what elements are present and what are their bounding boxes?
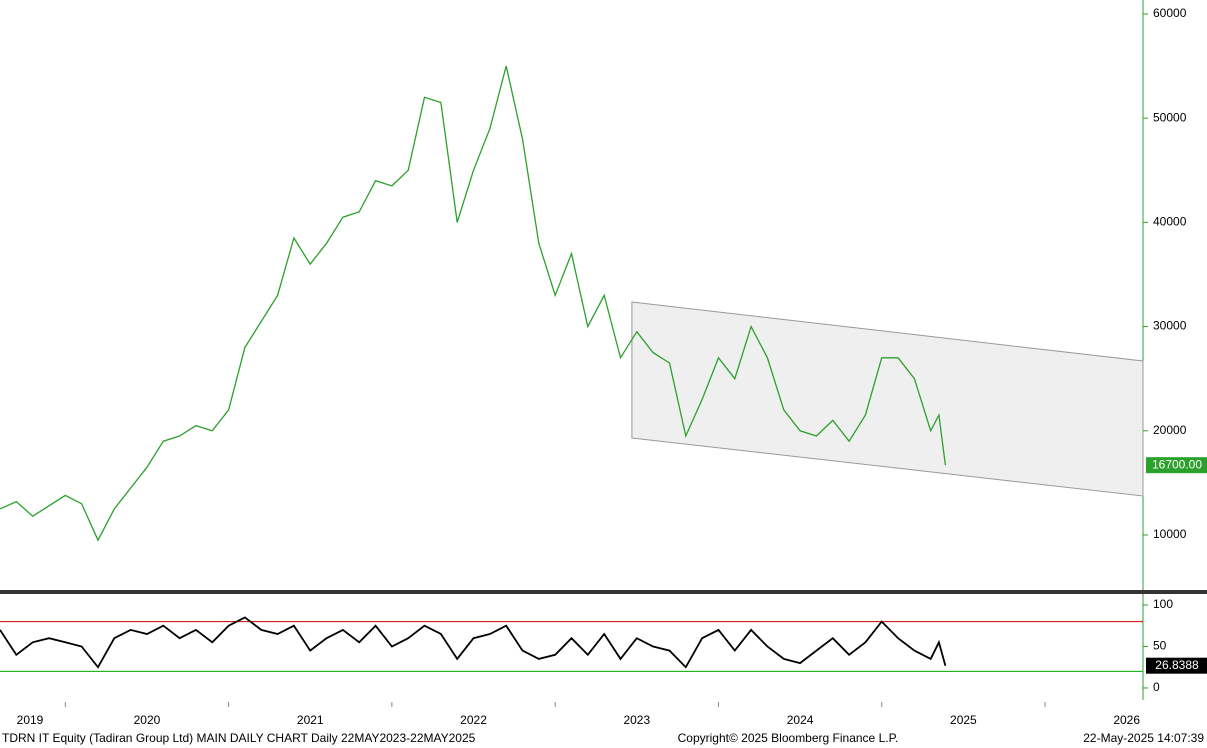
x-tick-label: 2026 [1113,713,1140,727]
y-tick-label: 100 [1153,597,1173,611]
y-tick-label: 60000 [1153,6,1187,20]
last-value-tag [1146,457,1207,474]
price-line [0,616,947,669]
last-value-tag [1146,657,1207,674]
y-tick-label: 0 [1153,680,1160,694]
footer-left: TDRN IT Equity (Tadiran Group Ltd) MAIN … [2,731,476,745]
y-tick-label: 50000 [1153,110,1187,124]
x-tick-label: 2023 [623,713,650,727]
trend-channel [631,301,1144,497]
price-line [0,65,947,542]
x-tick-label: 2024 [787,713,814,727]
x-tick-label: 2020 [134,713,161,727]
y-tick-label: 20000 [1153,423,1187,437]
footer-center: Copyright© 2025 Bloomberg Finance L.P. [678,731,899,745]
last-value-box [1146,457,1207,474]
panel-separator [0,590,1207,594]
x-tick-label: 2025 [950,713,977,727]
y-tick-label: 50 [1153,639,1167,653]
x-tick-label: 2021 [297,713,324,727]
last-value-label: 16700.00 [1152,457,1202,471]
y-tick-label: 40000 [1153,215,1187,229]
footer-right: 22-May-2025 14:07:39 [1083,731,1204,745]
last-value-box [1146,657,1207,674]
y-tick-label: 10000 [1153,527,1187,541]
last-value-label: 26.8388 [1155,658,1199,672]
y-tick-label: 30000 [1153,319,1187,333]
x-tick-label: 2022 [460,713,487,727]
x-tick-label: 2019 [17,713,44,727]
